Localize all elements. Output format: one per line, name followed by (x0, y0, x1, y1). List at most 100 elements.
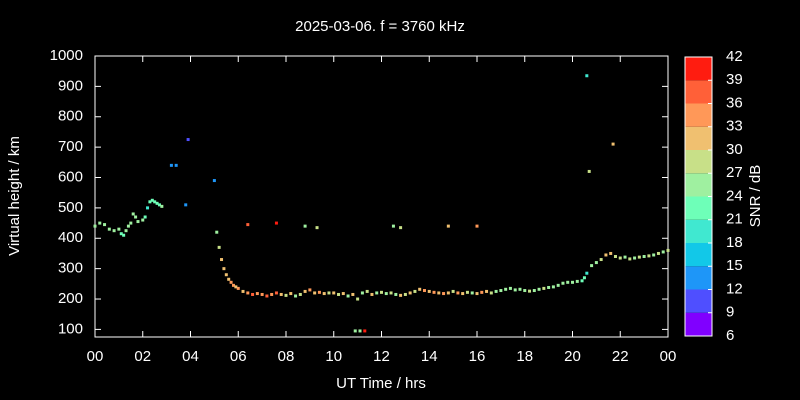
data-point (542, 286, 546, 290)
data-point (255, 292, 259, 296)
data-point (389, 291, 393, 295)
data-point (184, 203, 188, 207)
data-point (124, 229, 128, 233)
data-point (229, 280, 233, 284)
data-point (346, 294, 350, 298)
data-point (351, 292, 355, 296)
data-point (103, 223, 107, 227)
data-point (126, 224, 130, 228)
y-axis-label: Virtual height / km (6, 136, 23, 256)
data-point (224, 273, 228, 277)
data-point (375, 291, 379, 295)
data-point (399, 226, 403, 230)
colorbar-tick-label: 24 (726, 187, 743, 204)
y-tick-label: 100 (58, 320, 83, 337)
data-point (236, 286, 240, 290)
data-point (246, 291, 250, 295)
data-point (582, 276, 586, 280)
x-tick-label: 18 (516, 348, 533, 365)
x-tick-label: 10 (325, 348, 342, 365)
data-point (613, 254, 617, 258)
x-tick-label: 12 (373, 348, 390, 365)
data-point (143, 215, 147, 219)
data-point (618, 256, 622, 260)
colorbar-tick-label: 18 (726, 234, 743, 251)
colorbar-band (685, 312, 712, 336)
colorbar-band (685, 196, 712, 220)
y-tick-label: 500 (58, 199, 83, 216)
data-point (475, 224, 479, 228)
data-point (217, 245, 221, 249)
data-point (98, 221, 102, 225)
data-point (528, 289, 532, 293)
data-point (274, 221, 278, 225)
data-point (134, 215, 138, 219)
data-point (446, 224, 450, 228)
colorbar-tick-label: 42 (726, 48, 743, 65)
data-point (461, 292, 465, 296)
data-point (241, 289, 245, 293)
colorbar-band (685, 150, 712, 174)
data-point (666, 248, 670, 252)
data-point (413, 289, 417, 293)
data-point (231, 283, 235, 287)
chart-title: 2025-03-06. f = 3760 kHz (295, 18, 465, 35)
data-point (298, 292, 302, 296)
data-point (150, 198, 154, 202)
colorbar-tick-label: 6 (726, 327, 734, 344)
plot-frame (94, 55, 669, 338)
data-point (599, 258, 603, 262)
data-point (289, 292, 293, 296)
data-point (356, 297, 360, 301)
data-point (633, 256, 637, 260)
data-point (148, 200, 152, 204)
data-point (380, 290, 383, 294)
colorbar-band (685, 126, 712, 150)
data-point (575, 279, 579, 283)
data-point (260, 292, 264, 296)
x-tick-label: 20 (564, 348, 581, 365)
data-point (222, 267, 226, 271)
data-point (432, 290, 436, 294)
x-tick-label: 08 (278, 348, 295, 365)
data-point (647, 254, 651, 258)
colorbar-label: SNR / dB (747, 165, 764, 228)
colorbar-tick-label: 21 (726, 211, 743, 228)
data-point (279, 292, 283, 296)
y-tick-label: 1000 (50, 47, 83, 64)
data-point (628, 257, 632, 261)
data-point (642, 254, 646, 258)
data-point (513, 288, 517, 292)
data-point (119, 232, 123, 236)
data-point (246, 223, 250, 227)
data-point (656, 251, 660, 255)
data-point (129, 221, 133, 225)
colorbar-tick-label: 9 (726, 304, 734, 321)
data-point (571, 280, 574, 284)
data-point (480, 290, 484, 294)
data-point (360, 291, 364, 295)
data-point (585, 271, 589, 275)
data-point (451, 289, 455, 293)
data-point (284, 293, 288, 297)
data-point (313, 291, 317, 295)
data-point (370, 292, 374, 296)
data-point (403, 292, 407, 296)
colorbar-band (685, 219, 712, 243)
data-point (93, 224, 97, 228)
data-point (427, 289, 431, 293)
data-point (308, 288, 312, 292)
data-point (160, 204, 164, 208)
data-point (117, 227, 121, 231)
data-point (399, 293, 403, 297)
data-point (456, 291, 460, 295)
data-point (489, 291, 493, 295)
colorbar-band (685, 289, 712, 313)
data-point (442, 292, 446, 296)
y-tick-label: 400 (58, 229, 83, 246)
data-point (317, 290, 321, 294)
data-point (580, 279, 584, 283)
data-point (475, 292, 479, 296)
